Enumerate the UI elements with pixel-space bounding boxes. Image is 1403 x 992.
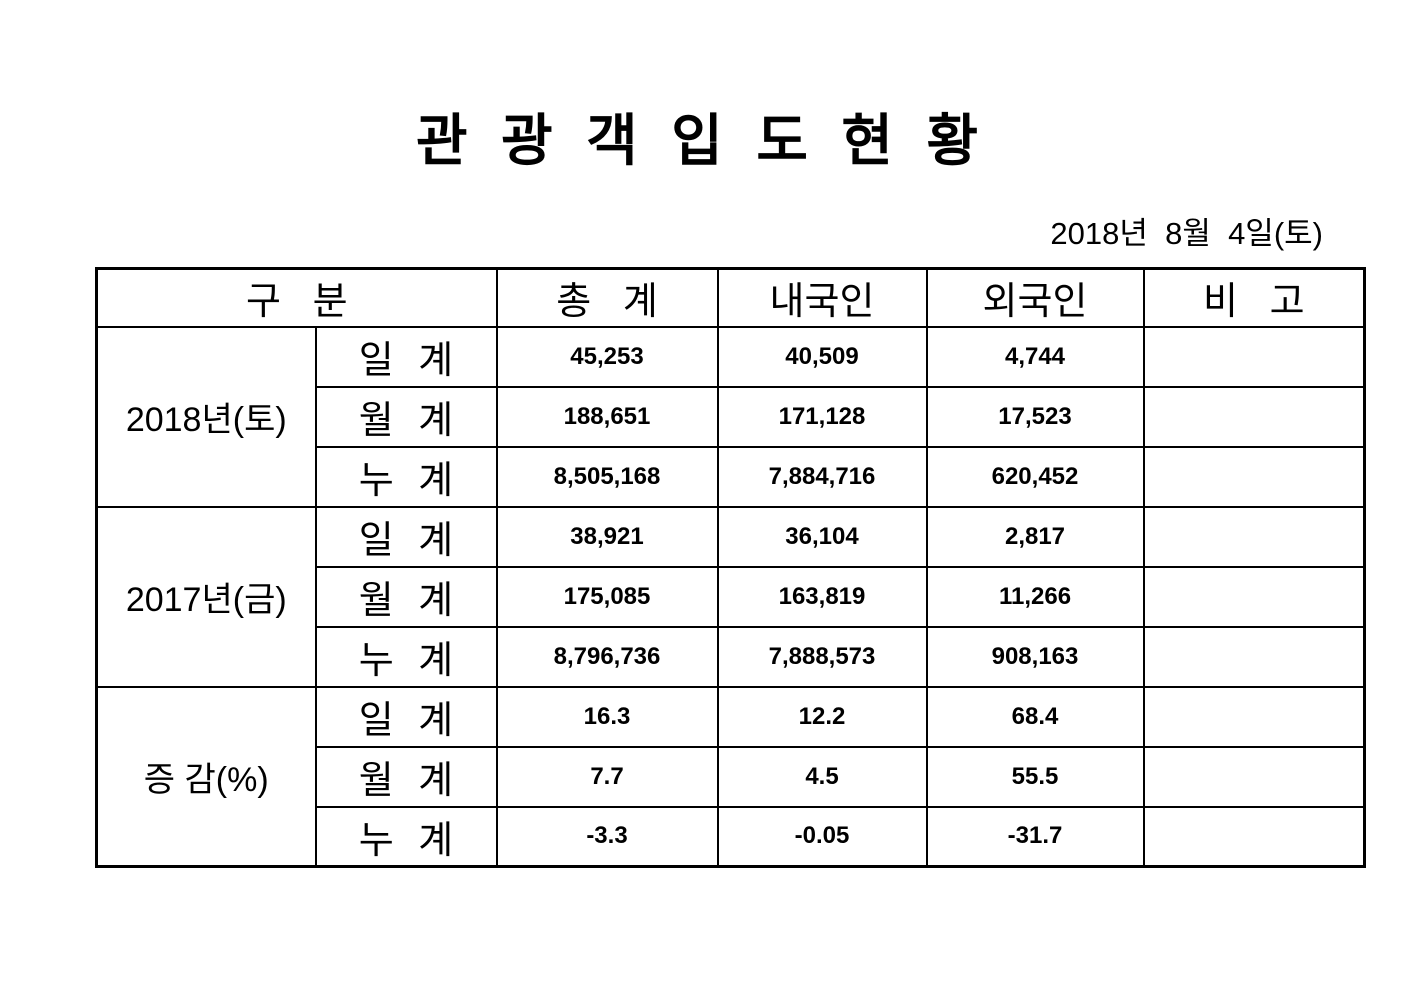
group-label-2017: 2017년(금)	[95, 505, 317, 688]
table-row: 증 감(%) 일 계 16.3 12.2 68.4	[95, 685, 1366, 868]
foreign-value: 55.5	[925, 745, 1145, 808]
report-date: 2018년 8월 4일(토)	[1050, 216, 1323, 251]
foreign-value: 620,452	[925, 445, 1145, 508]
table-row: 누 계 8,796,736 7,888,573 908,163	[97, 625, 1366, 688]
note-cell	[1142, 385, 1366, 448]
foreign-value: 4,744	[925, 325, 1145, 388]
page-title: 관 광 객 입 도 현 황	[416, 109, 987, 172]
note-cell	[1142, 445, 1366, 508]
total-value: 188,651	[495, 385, 719, 448]
note-cell	[1142, 805, 1366, 868]
row-label: 월 계	[314, 745, 498, 808]
table-row: 2018년(토) 일 계 45,253 40,509 4,744	[95, 325, 1366, 508]
domestic-value: 171,128	[716, 385, 928, 448]
total-value: 8,505,168	[495, 445, 719, 508]
domestic-value: 36,104	[716, 505, 928, 568]
total-value: 7.7	[495, 745, 719, 808]
total-value: 45,253	[495, 325, 719, 388]
tourist-arrival-table: 구 분 총 계 내국인 외국인 비 고 2018년(토) 일 계 45,253 …	[95, 267, 1366, 868]
row-label: 누 계	[314, 625, 498, 688]
foreign-value: 17,523	[925, 385, 1145, 448]
note-cell	[1142, 625, 1366, 688]
header-foreign: 외국인	[925, 267, 1145, 328]
foreign-value: 68.4	[925, 685, 1145, 748]
total-value: 16.3	[495, 685, 719, 748]
table-row: 월 계 7.7 4.5 55.5	[97, 745, 1366, 808]
table-header-row: 구 분 총 계 내국인 외국인 비 고	[95, 267, 1366, 328]
domestic-value: 4.5	[716, 745, 928, 808]
note-cell	[1142, 745, 1366, 808]
row-label: 일 계	[314, 325, 498, 388]
row-label: 누 계	[314, 805, 498, 868]
header-domestic: 내국인	[716, 267, 928, 328]
table-row: 누 계 -3.3 -0.05 -31.7	[97, 805, 1366, 868]
table-row: 월 계 175,085 163,819 11,266	[97, 565, 1366, 628]
total-value: -3.3	[495, 805, 719, 868]
header-gubun: 구 분	[95, 267, 498, 328]
table-row: 2017년(금) 일 계 38,921 36,104 2,817	[95, 505, 1366, 688]
row-label: 일 계	[314, 685, 498, 748]
domestic-value: 40,509	[716, 325, 928, 388]
note-cell	[1142, 325, 1366, 388]
header-note: 비 고	[1142, 267, 1366, 328]
total-value: 8,796,736	[495, 625, 719, 688]
foreign-value: 908,163	[925, 625, 1145, 688]
group-label-change: 증 감(%)	[95, 685, 317, 868]
header-total: 총 계	[495, 267, 719, 328]
domestic-value: 12.2	[716, 685, 928, 748]
total-value: 38,921	[495, 505, 719, 568]
table-row: 월 계 188,651 171,128 17,523	[97, 385, 1366, 448]
note-cell	[1142, 505, 1366, 568]
table-row: 누 계 8,505,168 7,884,716 620,452	[97, 445, 1366, 508]
row-label: 일 계	[314, 505, 498, 568]
note-cell	[1142, 685, 1366, 748]
foreign-value: 11,266	[925, 565, 1145, 628]
total-value: 175,085	[495, 565, 719, 628]
row-label: 월 계	[314, 565, 498, 628]
domestic-value: -0.05	[716, 805, 928, 868]
note-cell	[1142, 565, 1366, 628]
domestic-value: 163,819	[716, 565, 928, 628]
row-label: 월 계	[314, 385, 498, 448]
foreign-value: -31.7	[925, 805, 1145, 868]
domestic-value: 7,884,716	[716, 445, 928, 508]
foreign-value: 2,817	[925, 505, 1145, 568]
group-label-2018: 2018년(토)	[95, 325, 317, 508]
domestic-value: 7,888,573	[716, 625, 928, 688]
row-label: 누 계	[314, 445, 498, 508]
